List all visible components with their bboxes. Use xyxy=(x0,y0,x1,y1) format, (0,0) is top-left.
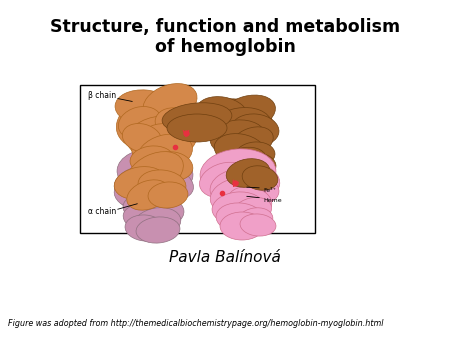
Ellipse shape xyxy=(123,194,167,222)
Ellipse shape xyxy=(210,168,274,208)
Ellipse shape xyxy=(231,175,279,205)
Ellipse shape xyxy=(125,215,165,241)
Ellipse shape xyxy=(208,107,272,148)
Ellipse shape xyxy=(197,99,273,147)
Ellipse shape xyxy=(228,187,272,215)
Ellipse shape xyxy=(237,208,273,232)
Ellipse shape xyxy=(231,114,279,146)
Ellipse shape xyxy=(133,208,181,238)
Text: of hemoglobin: of hemoglobin xyxy=(154,38,296,56)
Ellipse shape xyxy=(196,97,248,129)
Ellipse shape xyxy=(127,116,197,160)
Ellipse shape xyxy=(123,205,163,231)
Ellipse shape xyxy=(127,184,183,218)
Ellipse shape xyxy=(118,106,162,140)
Ellipse shape xyxy=(117,95,200,151)
Ellipse shape xyxy=(143,83,197,122)
Text: α chain: α chain xyxy=(88,208,116,217)
Ellipse shape xyxy=(114,166,170,200)
Ellipse shape xyxy=(126,152,183,194)
Ellipse shape xyxy=(226,159,270,187)
Text: β chain: β chain xyxy=(88,91,116,99)
Ellipse shape xyxy=(162,103,232,133)
Ellipse shape xyxy=(216,203,264,233)
Text: Heme: Heme xyxy=(263,197,282,202)
Ellipse shape xyxy=(210,120,266,156)
Text: Fe²⁺: Fe²⁺ xyxy=(263,188,276,193)
Text: Pavla Balínová: Pavla Balínová xyxy=(169,250,281,265)
Ellipse shape xyxy=(214,134,266,166)
Ellipse shape xyxy=(232,197,272,224)
Ellipse shape xyxy=(167,114,227,142)
Ellipse shape xyxy=(122,123,162,152)
Ellipse shape xyxy=(199,162,251,198)
Bar xyxy=(80,85,315,233)
Text: Structure, function and metabolism: Structure, function and metabolism xyxy=(50,18,400,36)
Ellipse shape xyxy=(118,173,182,213)
Ellipse shape xyxy=(224,162,280,198)
Ellipse shape xyxy=(143,166,194,200)
Ellipse shape xyxy=(242,166,278,190)
Ellipse shape xyxy=(220,212,264,240)
Ellipse shape xyxy=(132,197,184,229)
Ellipse shape xyxy=(220,147,266,179)
Ellipse shape xyxy=(220,95,275,131)
Ellipse shape xyxy=(138,170,186,200)
Ellipse shape xyxy=(127,180,169,210)
Ellipse shape xyxy=(136,217,180,243)
Text: Figure was adopted from http://themedicalbiochemistrypage.org/hemoglobin-myoglob: Figure was adopted from http://themedica… xyxy=(8,319,383,328)
Ellipse shape xyxy=(200,149,276,197)
Ellipse shape xyxy=(235,142,275,168)
Ellipse shape xyxy=(153,152,193,180)
Ellipse shape xyxy=(212,192,264,224)
Ellipse shape xyxy=(148,182,188,208)
Ellipse shape xyxy=(240,214,276,236)
Ellipse shape xyxy=(138,134,193,172)
Ellipse shape xyxy=(240,153,276,177)
Ellipse shape xyxy=(231,127,273,157)
Ellipse shape xyxy=(117,149,193,197)
Ellipse shape xyxy=(114,167,166,199)
Ellipse shape xyxy=(210,177,266,214)
Ellipse shape xyxy=(132,124,178,162)
Ellipse shape xyxy=(155,108,195,138)
Ellipse shape xyxy=(114,180,162,210)
Ellipse shape xyxy=(130,146,174,174)
Ellipse shape xyxy=(115,90,175,126)
